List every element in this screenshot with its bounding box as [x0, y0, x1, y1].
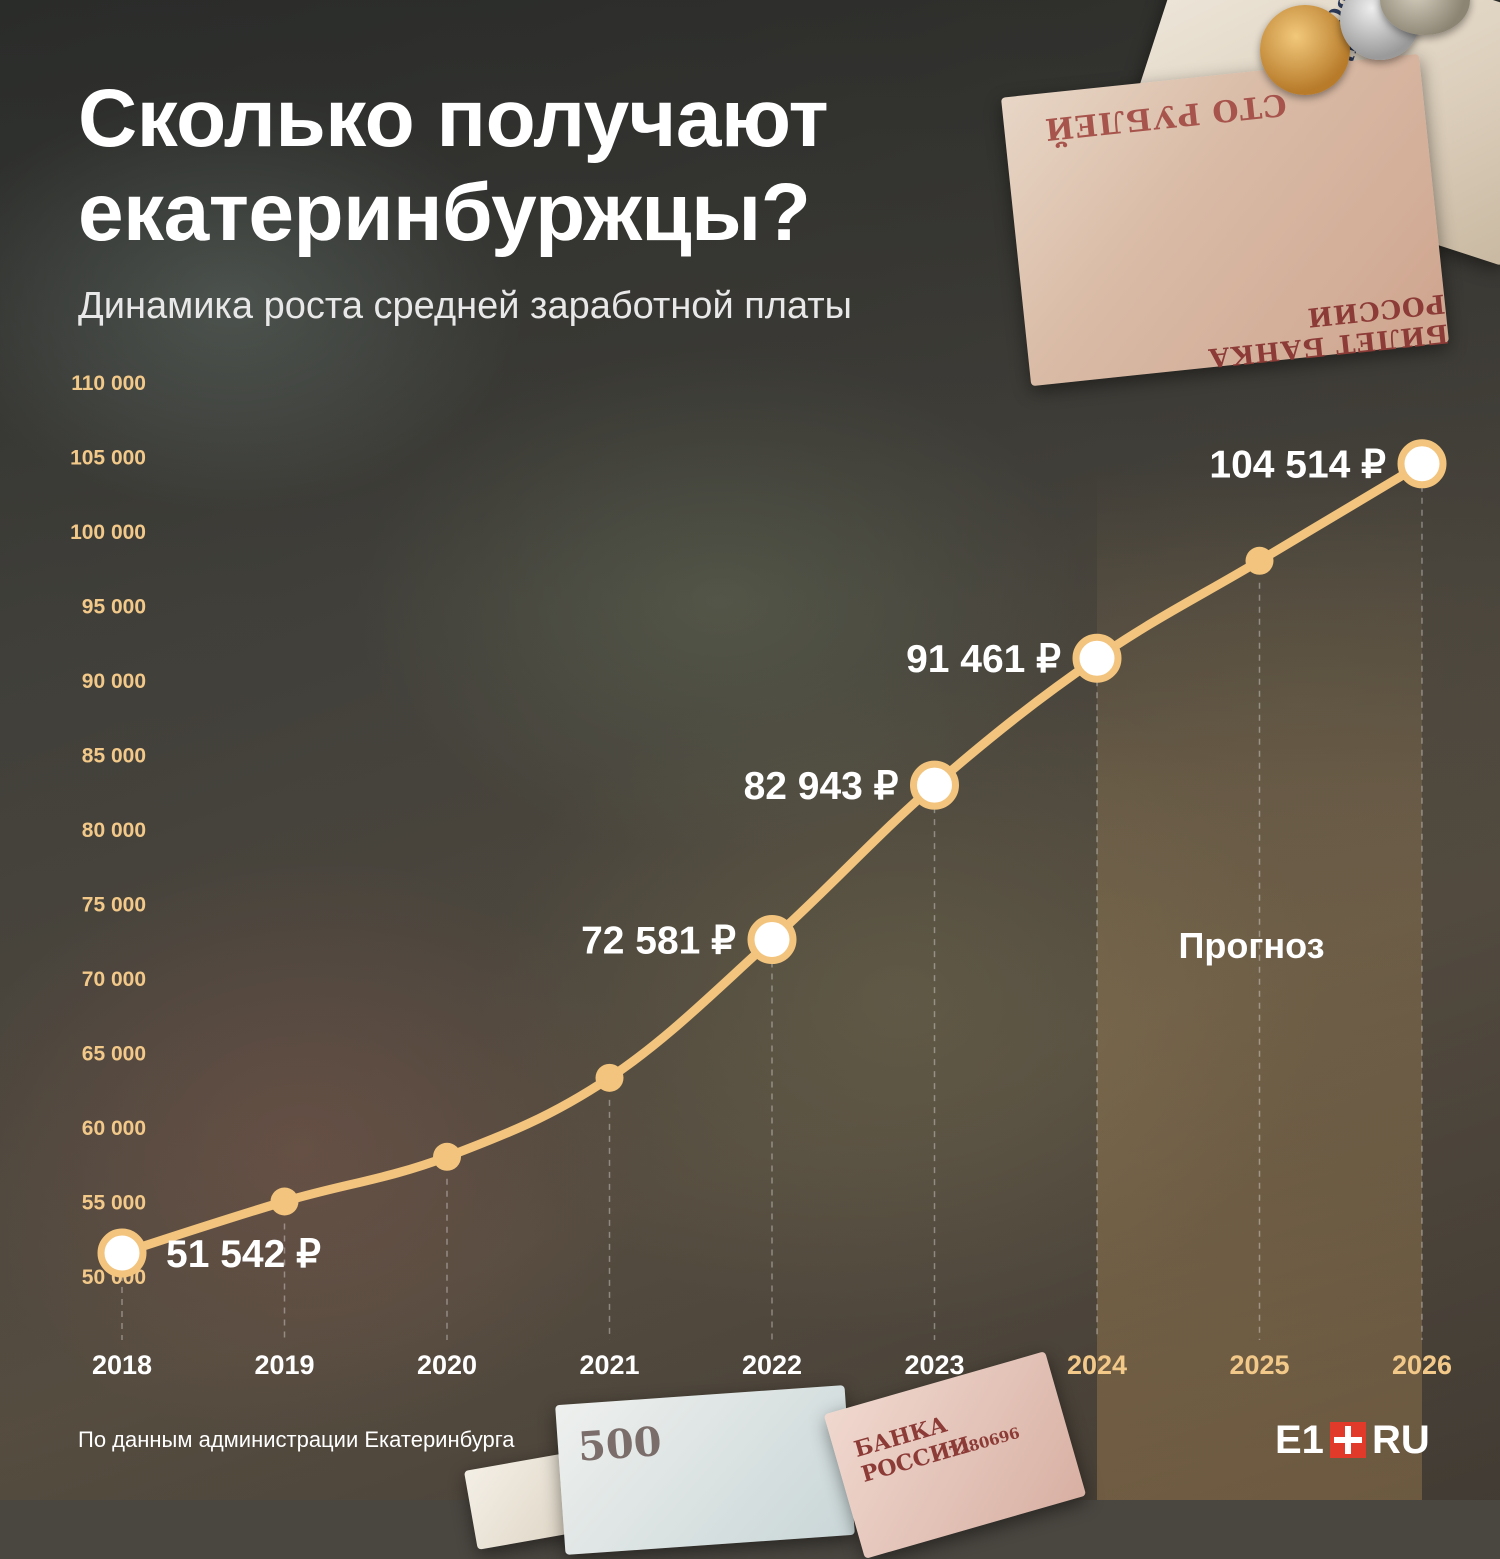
page-title: Сколько получают екатеринбуржцы? [78, 72, 978, 260]
data-point [595, 1063, 624, 1092]
x-tick-label: 2026 [1392, 1350, 1452, 1380]
logo-plus-icon [1329, 1422, 1366, 1458]
data-point [97, 1228, 147, 1278]
y-tick-label: 85 000 [82, 745, 146, 768]
data-point [270, 1187, 299, 1216]
y-tick-label: 110 000 [71, 372, 146, 395]
e1-logo[interactable]: E1 RU [1275, 1418, 1430, 1462]
data-label: 104 514 ₽ [1209, 444, 1386, 487]
x-tick-label: 2024 [1067, 1350, 1127, 1380]
data-label: 91 461 ₽ [906, 638, 1061, 681]
x-tick-label: 2023 [904, 1350, 964, 1380]
data-point [1072, 633, 1122, 683]
source-note: По данным администрации Екатеринбурга [78, 1427, 515, 1452]
title-line-1: Сколько получают [78, 73, 829, 164]
y-tick-label: 75 000 [82, 894, 146, 917]
forecast-label: Прогноз [1178, 925, 1324, 966]
x-tick-label: 2022 [742, 1350, 802, 1380]
page-subtitle: Динамика роста средней заработной платы [78, 285, 852, 327]
logo-text-right: RU [1371, 1417, 1430, 1462]
data-label: 82 943 ₽ [744, 765, 899, 808]
x-tick-label: 2025 [1229, 1350, 1289, 1380]
y-tick-label: 80 000 [82, 819, 146, 842]
y-tick-label: 105 000 [70, 447, 146, 470]
y-tick-label: 55 000 [82, 1192, 146, 1215]
x-tick-label: 2020 [417, 1350, 477, 1380]
y-tick-label: 70 000 [82, 968, 146, 991]
x-tick-label: 2019 [254, 1350, 314, 1380]
data-label: 72 581 ₽ [581, 920, 736, 963]
data-point [1397, 439, 1447, 489]
y-tick-label: 100 000 [70, 521, 146, 544]
logo-text-left: E1 [1275, 1417, 1324, 1462]
forecast-band [1097, 470, 1422, 1500]
data-point [433, 1142, 461, 1171]
data-label: 51 542 ₽ [166, 1233, 321, 1276]
data-point [1245, 546, 1274, 575]
y-tick-label: 95 000 [82, 596, 146, 619]
data-point [910, 760, 959, 810]
x-tick-label: 2021 [579, 1350, 639, 1380]
y-tick-label: 60 000 [82, 1117, 146, 1140]
y-tick-label: 90 000 [82, 670, 146, 693]
x-tick-label: 2018 [92, 1350, 152, 1380]
title-line-2: екатеринбуржцы? [78, 167, 811, 258]
coin-image [1260, 5, 1350, 95]
data-point [747, 915, 797, 965]
y-tick-label: 65 000 [82, 1043, 146, 1066]
